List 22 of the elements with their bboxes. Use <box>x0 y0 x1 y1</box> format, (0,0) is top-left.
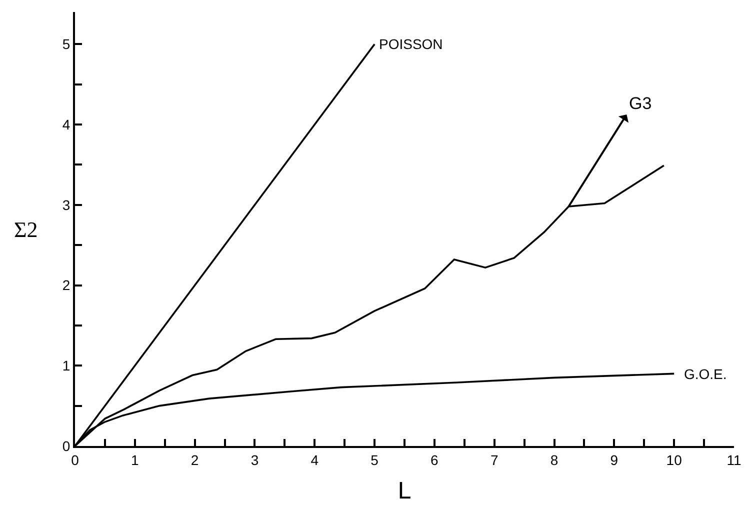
x-tick-label: 5 <box>370 452 379 468</box>
annotation: POISSON <box>379 36 443 52</box>
x-tick-label: 4 <box>310 452 319 468</box>
x-tick-label: 7 <box>490 452 498 468</box>
x-tick-label: 8 <box>550 452 558 468</box>
y-axis-title: Σ2 <box>14 217 38 242</box>
y-tick-label: 2 <box>62 277 70 294</box>
x-tick-label: 3 <box>250 452 259 468</box>
x-tick-label: 9 <box>610 452 618 468</box>
annotation: G3 <box>629 94 652 113</box>
y-tick-label: 1 <box>62 358 70 374</box>
y-tick-label: 4 <box>62 116 70 132</box>
x-tick-label: 6 <box>430 452 439 468</box>
annotation: G.O.E. <box>684 366 727 382</box>
y-tick-label: 0 <box>62 438 70 454</box>
y-tick-label: 5 <box>62 36 70 52</box>
x-tick-label: 1 <box>131 452 140 468</box>
x-tick-label: 2 <box>190 452 199 468</box>
x-tick-label: 11 <box>726 452 742 468</box>
x-tick-label: 10 <box>666 452 682 468</box>
y-tick-label: 3 <box>62 196 70 213</box>
x-axis-title: L <box>398 478 412 505</box>
